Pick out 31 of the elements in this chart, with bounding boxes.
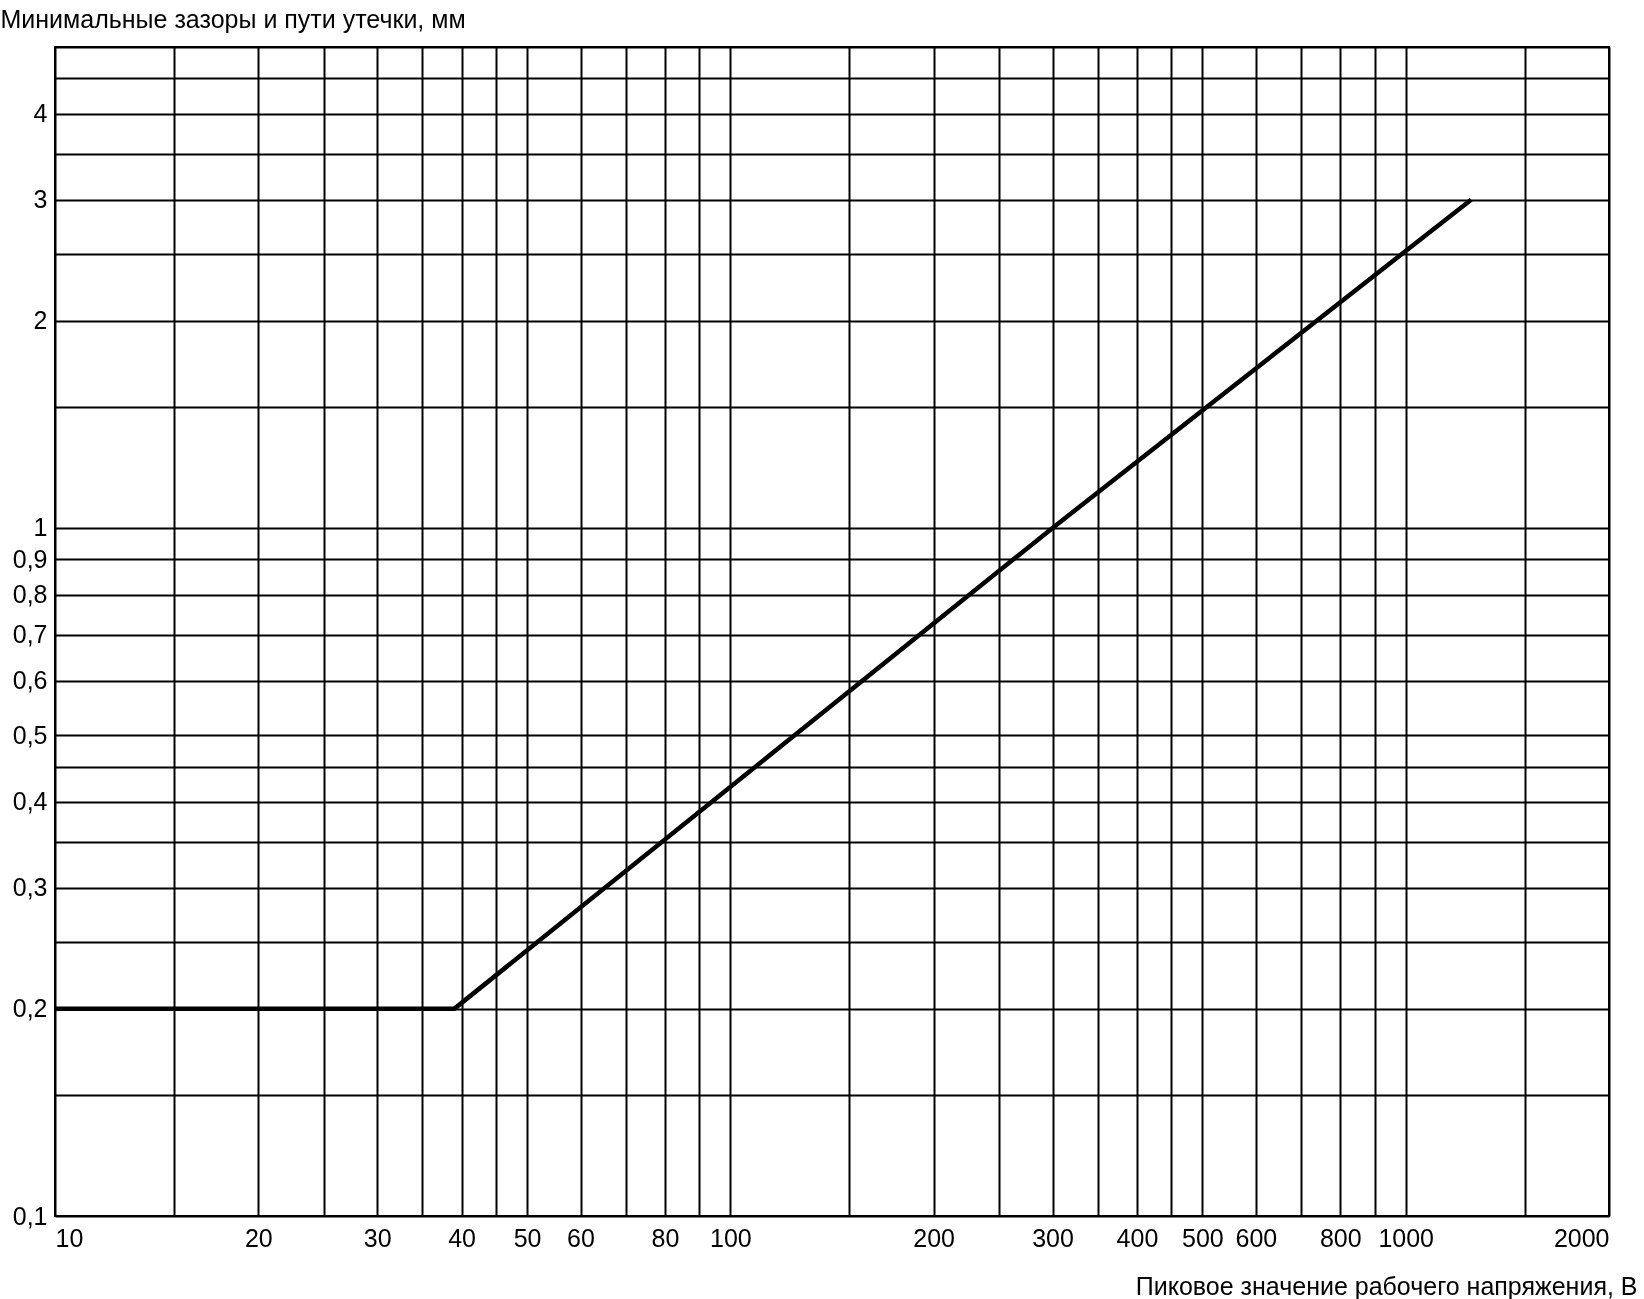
y-tick-label: 0,5 [12, 720, 48, 749]
y-tick-label: 0,2 [12, 994, 48, 1023]
y-axis-title: Минимальные зазоры и пути утечки, мм [0, 4, 466, 33]
y-tick-label: 2 [33, 306, 48, 335]
y-tick-label: 3 [33, 185, 48, 214]
y-tick-label: 0,3 [12, 873, 48, 902]
y-tick-label: 0,4 [12, 787, 48, 816]
y-tick-label: 1 [33, 513, 48, 542]
y-tick-label: 0,7 [12, 620, 48, 649]
x-tick-label: 300 [1032, 1223, 1074, 1252]
x-tick-label: 200 [913, 1223, 956, 1252]
x-axis-title: Пиковое значение рабочего напряжения, В [1135, 1271, 1638, 1299]
x-tick-label: 2000 [1553, 1223, 1610, 1252]
x-tick-label: 400 [1116, 1223, 1159, 1252]
x-tick-label: 80 [651, 1223, 680, 1252]
x-tick-label: 100 [709, 1223, 752, 1252]
x-tick-label: 20 [244, 1223, 273, 1252]
x-tick-label: 800 [1319, 1223, 1362, 1252]
x-tick-label: 600 [1235, 1223, 1278, 1252]
x-tick-label: 500 [1182, 1223, 1224, 1252]
x-tick-label: 60 [567, 1223, 595, 1252]
y-tick-label: 0,1 [12, 1201, 48, 1230]
y-tick-label: 0,6 [12, 666, 48, 695]
x-tick-label: 1000 [1378, 1223, 1435, 1252]
x-tick-label: 40 [448, 1223, 477, 1252]
x-tick-label: 30 [363, 1223, 392, 1252]
y-tick-label: 0,9 [12, 544, 48, 573]
y-tick-label: 4 [33, 99, 48, 128]
x-tick-label: 10 [55, 1223, 84, 1252]
y-tick-label: 0,8 [12, 580, 48, 609]
x-tick-label: 50 [513, 1223, 542, 1252]
